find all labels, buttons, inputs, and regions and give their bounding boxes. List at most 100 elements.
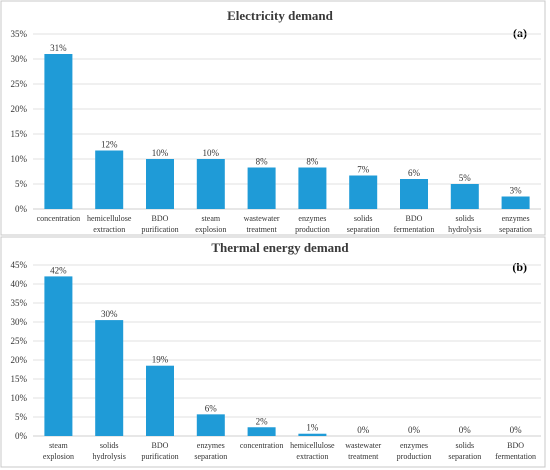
chart-a-x-tick-label: steam explosion bbox=[195, 214, 226, 234]
chart-b-x-tick-label-line: purification bbox=[141, 452, 178, 461]
chart-b-y-tick-label: 25% bbox=[11, 336, 28, 346]
chart-a-title: Electricity demand bbox=[227, 8, 334, 23]
chart-a-data-label: 3% bbox=[510, 186, 523, 196]
chart-a-x-tick-label-line: purification bbox=[141, 225, 178, 234]
chart-a-bar bbox=[146, 159, 174, 209]
chart-a-bar bbox=[247, 167, 276, 209]
chart-a-data-label: 10% bbox=[152, 148, 169, 158]
chart-b-x-tick-label: BDO purification bbox=[141, 441, 178, 461]
chart-b-data-label: 0% bbox=[510, 425, 523, 435]
chart-a-y-tick-label: 5% bbox=[15, 179, 28, 189]
chart-b-bar bbox=[95, 320, 124, 436]
chart-a-bar bbox=[501, 196, 530, 209]
chart-b-y-tick-label: 20% bbox=[11, 355, 28, 365]
chart-b-x-tick-label: solids separation bbox=[448, 441, 481, 461]
chart-b-x-tick-label-line: steam bbox=[49, 441, 68, 450]
chart-b-data-label: 19% bbox=[152, 355, 169, 365]
chart-b-x-axis: steam explosion solids hydrolysis BDO purific… bbox=[43, 441, 536, 461]
chart-a-bars bbox=[44, 54, 530, 209]
chart-a-x-tick-label-line: BDO bbox=[406, 214, 423, 223]
chart-b-x-tick-label: concentration bbox=[240, 441, 284, 450]
chart-b-bar bbox=[146, 365, 174, 436]
chart-a-x-tick-label: hemicellulose extraction bbox=[87, 214, 132, 234]
thermal-energy-demand-chart: Thermal energy demand (b) 0% 5% 10% 15% 20% 2… bbox=[0, 236, 546, 468]
chart-b-x-tick-label: solids hydrolysis bbox=[93, 441, 126, 461]
chart-b-x-tick-label-line: separation bbox=[448, 452, 481, 461]
chart-a-x-tick-label-line: enzymes bbox=[502, 214, 530, 223]
chart-a-data-label: 8% bbox=[256, 157, 269, 167]
chart-b-x-tick-label-line: wastewater bbox=[345, 441, 381, 450]
chart-a-x-tick-label: BDO purification bbox=[141, 214, 178, 234]
chart-a-data-label: 6% bbox=[408, 168, 421, 178]
chart-a-x-tick-label: concentration bbox=[37, 214, 81, 223]
chart-a-x-tick-label-line: solids bbox=[354, 214, 373, 223]
chart-a-x-tick-label: solids separation bbox=[347, 214, 380, 234]
chart-a-bar bbox=[349, 175, 378, 209]
chart-a-x-tick-label-line: concentration bbox=[37, 214, 81, 223]
chart-b-title: Thermal energy demand bbox=[211, 240, 349, 255]
chart-b-y-tick-label: 30% bbox=[11, 317, 28, 327]
chart-a-y-tick-label: 20% bbox=[11, 104, 28, 114]
chart-b-x-tick-label-line: hydrolysis bbox=[93, 452, 126, 461]
chart-a-data-label: 5% bbox=[459, 173, 472, 183]
chart-b-x-tick-label: hemicellulose extraction bbox=[290, 441, 335, 461]
chart-a-bar bbox=[44, 54, 73, 209]
chart-a-y-tick-label: 30% bbox=[11, 54, 28, 64]
chart-b-data-label: 30% bbox=[101, 309, 118, 319]
chart-a-x-tick-label-line: treatment bbox=[246, 225, 277, 234]
chart-a-x-tick-label-line: production bbox=[295, 225, 330, 234]
chart-b-y-tick-label: 35% bbox=[11, 298, 28, 308]
chart-b-x-tick-label-line: treatment bbox=[348, 452, 379, 461]
chart-a-bar bbox=[196, 159, 225, 209]
chart-b-x-tick-label-line: fermentation bbox=[495, 452, 536, 461]
chart-a-data-label: 12% bbox=[101, 140, 118, 150]
chart-a-x-tick-label-line: solids bbox=[455, 214, 474, 223]
chart-b-x-tick-label-line: hemicellulose bbox=[290, 441, 335, 450]
chart-a-x-axis: concentration hemicellulose extraction BDO p… bbox=[37, 214, 532, 234]
chart-a-x-tick-label-line: separation bbox=[499, 225, 532, 234]
chart-b-bars bbox=[44, 276, 327, 436]
chart-a-x-tick-label-line: extraction bbox=[93, 225, 125, 234]
chart-a-y-axis: 0% 5% 10% 15% 20% 25% 30% 35% bbox=[11, 29, 28, 214]
chart-a-data-label: 10% bbox=[203, 148, 220, 158]
chart-a-y-tick-label: 25% bbox=[11, 79, 28, 89]
chart-a-x-tick-label-line: wastewater bbox=[244, 214, 280, 223]
chart-b-y-tick-label: 5% bbox=[15, 412, 28, 422]
chart-b-x-tick-label-line: BDO bbox=[152, 441, 169, 450]
chart-a-x-tick-label: solids hydrolysis bbox=[448, 214, 481, 234]
chart-a-x-tick-label-line: hydrolysis bbox=[448, 225, 481, 234]
chart-b-y-axis: 0% 5% 10% 15% 20% 25% 30% 35% 40% 45% bbox=[11, 260, 28, 441]
chart-b-bar bbox=[247, 427, 276, 436]
chart-b-x-tick-label-line: production bbox=[397, 452, 432, 461]
chart-a-bar bbox=[298, 167, 327, 209]
chart-a-bar bbox=[400, 179, 428, 209]
chart-a-x-tick-label: BDO fermentation bbox=[394, 214, 435, 234]
chart-b-x-tick-label-line: separation bbox=[194, 452, 227, 461]
chart-a-x-tick-label-line: steam bbox=[201, 214, 220, 223]
chart-b-y-tick-label: 10% bbox=[11, 393, 28, 403]
chart-b-x-tick-label-line: explosion bbox=[43, 452, 74, 461]
chart-a-data-label: 8% bbox=[306, 157, 319, 167]
chart-b-data-labels: 42% 30% 19% 6% 2% 1% 0% 0% 0% 0% bbox=[50, 265, 522, 435]
chart-b-data-label: 0% bbox=[408, 425, 421, 435]
chart-a-x-tick-label: wastewater treatment bbox=[244, 214, 280, 234]
chart-b-x-tick-label-line: extraction bbox=[296, 452, 328, 461]
chart-b-x-tick-label-line: enzymes bbox=[197, 441, 225, 450]
chart-a-data-labels: 31% 12% 10% 10% 8% 8% 7% 6% 5% 3% bbox=[50, 43, 522, 196]
chart-a-x-tick-label-line: enzymes bbox=[298, 214, 326, 223]
chart-b-x-tick-label: BDO fermentation bbox=[495, 441, 536, 461]
chart-b-panel-label: (b) bbox=[512, 260, 527, 274]
chart-b-x-tick-label-line: enzymes bbox=[400, 441, 428, 450]
chart-b-data-label: 6% bbox=[205, 403, 218, 413]
chart-b-data-label: 1% bbox=[306, 423, 319, 433]
chart-a-x-tick-label: enzymes production bbox=[295, 214, 330, 234]
chart-b-x-tick-label-line: solids bbox=[100, 441, 119, 450]
chart-b-data-label: 42% bbox=[50, 265, 67, 275]
chart-b-x-tick-label: wastewater treatment bbox=[345, 441, 381, 461]
chart-b-bar bbox=[298, 433, 327, 436]
chart-b-x-tick-label-line: solids bbox=[455, 441, 474, 450]
chart-a-data-label: 31% bbox=[50, 43, 67, 53]
chart-b-bar bbox=[44, 276, 73, 436]
chart-a-x-tick-label-line: separation bbox=[347, 225, 380, 234]
